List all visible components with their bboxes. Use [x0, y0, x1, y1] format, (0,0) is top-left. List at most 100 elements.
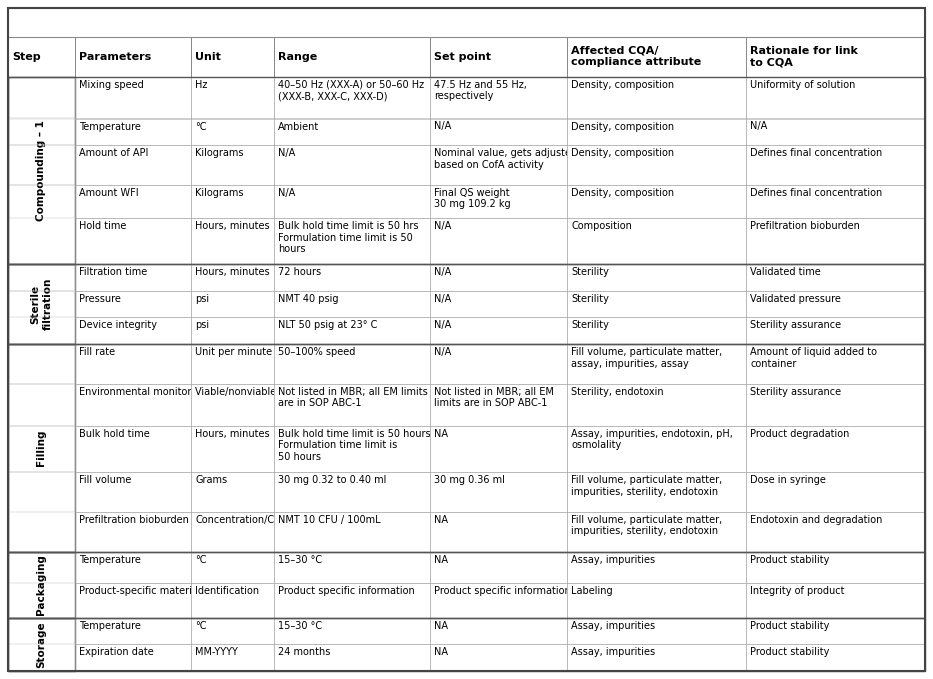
Text: Validated pressure: Validated pressure [750, 294, 841, 304]
Text: Hz: Hz [195, 79, 208, 90]
Text: Product-specific materials: Product-specific materials [79, 585, 205, 595]
Text: Prefiltration bioburden: Prefiltration bioburden [750, 221, 860, 231]
Text: NA: NA [434, 648, 448, 657]
Text: Defines final concentration: Defines final concentration [750, 148, 883, 158]
Text: °C: °C [195, 555, 207, 565]
Text: Sterility assurance: Sterility assurance [750, 387, 842, 397]
Text: 72 hours: 72 hours [278, 268, 321, 277]
Text: Hours, minutes: Hours, minutes [195, 221, 270, 231]
Text: Rationale for link
to CQA: Rationale for link to CQA [750, 45, 858, 67]
Text: Product specific information: Product specific information [434, 585, 571, 595]
Text: NA: NA [434, 621, 448, 631]
Text: NA: NA [434, 515, 448, 525]
Text: °C: °C [195, 122, 207, 132]
Text: Hold time: Hold time [79, 221, 126, 231]
Text: Assay, impurities: Assay, impurities [571, 648, 656, 657]
Text: Concentration/CFU/mL: Concentration/CFU/mL [195, 515, 305, 525]
Text: Assay, impurities: Assay, impurities [571, 555, 656, 565]
Text: Final QS weight
30 mg 109.2 kg: Final QS weight 30 mg 109.2 kg [434, 188, 510, 209]
Text: Filtration time: Filtration time [79, 268, 147, 277]
Text: N/A: N/A [434, 122, 451, 132]
Text: Compounding – 1: Compounding – 1 [36, 120, 47, 221]
Text: 40–50 Hz (XXX-A) or 50–60 Hz
(XXX-B, XXX-C, XXX-D): 40–50 Hz (XXX-A) or 50–60 Hz (XXX-B, XXX… [278, 79, 425, 101]
Text: Kilograms: Kilograms [195, 188, 244, 198]
Text: Not listed in MBR; all EM limits
are in SOP ABC-1: Not listed in MBR; all EM limits are in … [278, 387, 427, 408]
Text: Grams: Grams [195, 475, 228, 485]
Text: NMT 40 psig: NMT 40 psig [278, 294, 339, 304]
Text: Validated time: Validated time [750, 268, 821, 277]
Text: psi: psi [195, 320, 210, 331]
Text: Prefiltration bioburden: Prefiltration bioburden [79, 515, 188, 525]
Text: Ambient: Ambient [278, 122, 319, 132]
Text: Nominal value, gets adjusted
based on CofA activity: Nominal value, gets adjusted based on Co… [434, 148, 577, 170]
Text: Amount of liquid added to
container: Amount of liquid added to container [750, 347, 877, 369]
Text: 30 mg 0.32 to 0.40 ml: 30 mg 0.32 to 0.40 ml [278, 475, 386, 485]
Text: Identification: Identification [195, 585, 259, 595]
Text: Filling: Filling [36, 430, 47, 466]
Text: N/A: N/A [434, 221, 451, 231]
Text: NA: NA [434, 428, 448, 439]
Text: Fill volume, particulate matter,
impurities, sterility, endotoxin: Fill volume, particulate matter, impurit… [571, 515, 723, 536]
Text: Bulk hold time limit is 50 hours
Formulation time limit is
50 hours: Bulk hold time limit is 50 hours Formula… [278, 428, 430, 462]
Text: Uniformity of solution: Uniformity of solution [750, 79, 856, 90]
Text: NLT 50 psig at 23° C: NLT 50 psig at 23° C [278, 320, 377, 331]
Text: Product stability: Product stability [750, 555, 829, 565]
Text: Environmental monitoring: Environmental monitoring [79, 387, 206, 397]
Text: Sterile
filtration: Sterile filtration [31, 278, 52, 330]
Text: Sterility: Sterility [571, 268, 609, 277]
Text: Fill rate: Fill rate [79, 347, 115, 357]
Text: 15–30 °C: 15–30 °C [278, 555, 322, 565]
Text: Product degradation: Product degradation [750, 428, 850, 439]
Text: 50–100% speed: 50–100% speed [278, 347, 355, 357]
Text: Affected CQA/
compliance attribute: Affected CQA/ compliance attribute [571, 45, 702, 67]
Text: Unit per minute: Unit per minute [195, 347, 272, 357]
Text: N/A: N/A [434, 320, 451, 331]
Text: Step: Step [12, 52, 41, 62]
Text: Storage: Storage [36, 621, 47, 667]
Text: Endotoxin and degradation: Endotoxin and degradation [750, 515, 883, 525]
Text: Product stability: Product stability [750, 648, 829, 657]
Text: Viable/nonviable particles: Viable/nonviable particles [195, 387, 322, 397]
Text: N/A: N/A [750, 122, 768, 132]
Text: N/A: N/A [278, 188, 295, 198]
Text: N/A: N/A [278, 148, 295, 158]
Text: Pressure: Pressure [79, 294, 120, 304]
Text: Density, composition: Density, composition [571, 148, 675, 158]
Text: 24 months: 24 months [278, 648, 330, 657]
Text: Bulk hold time: Bulk hold time [79, 428, 149, 439]
Text: Assay, impurities, endotoxin, pH,
osmolality: Assay, impurities, endotoxin, pH, osmola… [571, 428, 733, 450]
Text: Temperature: Temperature [79, 555, 141, 565]
Text: N/A: N/A [434, 268, 451, 277]
Text: Hours, minutes: Hours, minutes [195, 428, 270, 439]
Text: Fill volume: Fill volume [79, 475, 132, 485]
Text: Density, composition: Density, composition [571, 188, 675, 198]
Text: Temperature: Temperature [79, 621, 141, 631]
Text: °C: °C [195, 621, 207, 631]
Text: Composition: Composition [571, 221, 633, 231]
Text: Product stability: Product stability [750, 621, 829, 631]
Text: 30 mg 0.36 ml: 30 mg 0.36 ml [434, 475, 505, 485]
Text: Sterility, endotoxin: Sterility, endotoxin [571, 387, 664, 397]
Text: NA: NA [434, 555, 448, 565]
Text: NMT 10 CFU / 100mL: NMT 10 CFU / 100mL [278, 515, 381, 525]
Text: Fill volume, particulate matter,
impurities, sterility, endotoxin: Fill volume, particulate matter, impurit… [571, 475, 723, 497]
Text: 47.5 Hz and 55 Hz,
respectively: 47.5 Hz and 55 Hz, respectively [434, 79, 527, 101]
Text: MM-YYYY: MM-YYYY [195, 648, 238, 657]
Text: Unit: Unit [195, 52, 221, 62]
Text: psi: psi [195, 294, 210, 304]
Text: Amount of API: Amount of API [79, 148, 148, 158]
Text: Set point: Set point [434, 52, 491, 62]
Text: Sterility: Sterility [571, 294, 609, 304]
Text: Assay, impurities: Assay, impurities [571, 621, 656, 631]
Text: 15–30 °C: 15–30 °C [278, 621, 322, 631]
Text: N/A: N/A [434, 294, 451, 304]
Text: Packaging: Packaging [36, 554, 47, 615]
Text: Mixing speed: Mixing speed [79, 79, 144, 90]
Text: Kilograms: Kilograms [195, 148, 244, 158]
Text: Density, composition: Density, composition [571, 79, 675, 90]
Text: Temperature: Temperature [79, 122, 141, 132]
Text: Density, composition: Density, composition [571, 122, 675, 132]
Text: Dose in syringe: Dose in syringe [750, 475, 826, 485]
Text: Integrity of product: Integrity of product [750, 585, 844, 595]
Text: Defines final concentration: Defines final concentration [750, 188, 883, 198]
